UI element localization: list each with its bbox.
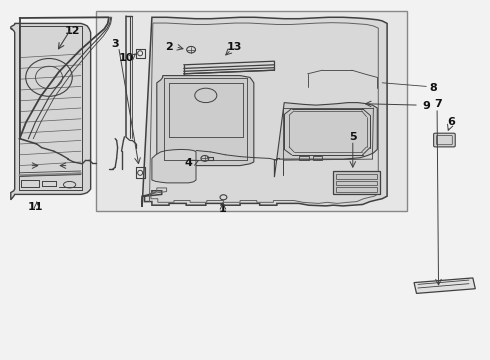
Bar (336, 174, 377, 179)
Bar (313, 156, 322, 160)
Text: 10: 10 (119, 53, 134, 63)
Bar (336, 187, 377, 192)
Text: 9: 9 (422, 101, 430, 111)
Text: 12: 12 (65, 26, 80, 36)
Polygon shape (11, 23, 91, 200)
Text: 7: 7 (435, 99, 442, 109)
Text: 3: 3 (111, 39, 119, 49)
Bar (96, 11, 407, 211)
Text: 11: 11 (27, 202, 43, 212)
Polygon shape (157, 76, 254, 166)
Bar (336, 181, 377, 185)
Text: 1: 1 (219, 204, 227, 214)
Bar (333, 171, 380, 194)
Polygon shape (142, 17, 387, 207)
Text: 4: 4 (185, 158, 193, 168)
Bar (299, 156, 309, 160)
Bar (323, 105, 328, 108)
FancyBboxPatch shape (434, 133, 455, 147)
Text: 5: 5 (349, 132, 357, 142)
Text: 13: 13 (226, 42, 242, 52)
Text: 2: 2 (165, 42, 173, 52)
Polygon shape (152, 149, 196, 183)
Bar (331, 105, 336, 108)
Text: 8: 8 (430, 83, 438, 93)
Polygon shape (304, 68, 382, 94)
Text: 6: 6 (447, 117, 455, 127)
Polygon shape (414, 278, 475, 293)
Polygon shape (274, 103, 377, 177)
